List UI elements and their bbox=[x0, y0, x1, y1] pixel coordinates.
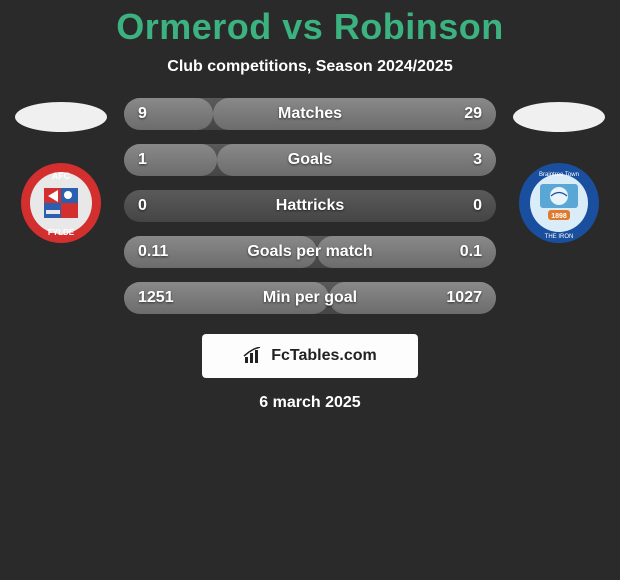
stat-label: Hattricks bbox=[276, 197, 344, 215]
stat-row-matches: 9 Matches 29 bbox=[124, 98, 496, 130]
stat-left-value: 0.11 bbox=[138, 243, 168, 261]
stat-right-value: 0.1 bbox=[460, 243, 482, 261]
stat-row-goals: 1 Goals 3 bbox=[124, 144, 496, 176]
stat-right-value: 0 bbox=[473, 197, 482, 215]
comparison-row: AFC FYLDE 9 Matches 29 1 Goals bbox=[0, 98, 620, 314]
left-club-badge: AFC FYLDE bbox=[20, 162, 102, 244]
stat-label: Matches bbox=[278, 105, 342, 123]
header: Ormerod vs Robinson Club competitions, S… bbox=[0, 0, 620, 76]
stat-right-value: 29 bbox=[464, 105, 482, 123]
watermark-text: FcTables.com bbox=[271, 347, 377, 365]
braintree-crest-icon: Braintree Town THE IRON 1898 bbox=[518, 162, 600, 244]
stat-row-gpm: 0.11 Goals per match 0.1 bbox=[124, 236, 496, 268]
stat-left-value: 9 bbox=[138, 105, 147, 123]
stat-label: Min per goal bbox=[263, 289, 357, 307]
stat-label: Goals per match bbox=[247, 243, 372, 261]
stat-left-value: 0 bbox=[138, 197, 147, 215]
subtitle: Club competitions, Season 2024/2025 bbox=[0, 58, 620, 76]
left-flag bbox=[15, 102, 107, 132]
date: 6 march 2025 bbox=[0, 394, 620, 412]
page-title: Ormerod vs Robinson bbox=[0, 6, 620, 48]
bar-chart-icon bbox=[243, 347, 265, 365]
left-player-col: AFC FYLDE bbox=[6, 98, 116, 244]
stat-left-value: 1251 bbox=[138, 289, 174, 307]
svg-text:1898: 1898 bbox=[551, 213, 567, 220]
watermark[interactable]: FcTables.com bbox=[202, 334, 418, 378]
stat-right-value: 3 bbox=[473, 151, 482, 169]
svg-text:FYLDE: FYLDE bbox=[48, 228, 75, 237]
stat-left-value: 1 bbox=[138, 151, 147, 169]
svg-text:Braintree Town: Braintree Town bbox=[539, 172, 579, 178]
right-player-col: Braintree Town THE IRON 1898 bbox=[504, 98, 614, 244]
svg-text:AFC: AFC bbox=[52, 171, 71, 181]
stat-label: Goals bbox=[288, 151, 332, 169]
svg-text:THE IRON: THE IRON bbox=[545, 234, 574, 240]
stat-row-mpg: 1251 Min per goal 1027 bbox=[124, 282, 496, 314]
stat-right-value: 1027 bbox=[446, 289, 482, 307]
right-flag bbox=[513, 102, 605, 132]
stats-column: 9 Matches 29 1 Goals 3 0 Hattricks 0 0.1… bbox=[116, 98, 504, 314]
stat-row-hattricks: 0 Hattricks 0 bbox=[124, 190, 496, 222]
right-club-badge: Braintree Town THE IRON 1898 bbox=[518, 162, 600, 244]
afc-fylde-crest-icon: AFC FYLDE bbox=[20, 162, 102, 244]
